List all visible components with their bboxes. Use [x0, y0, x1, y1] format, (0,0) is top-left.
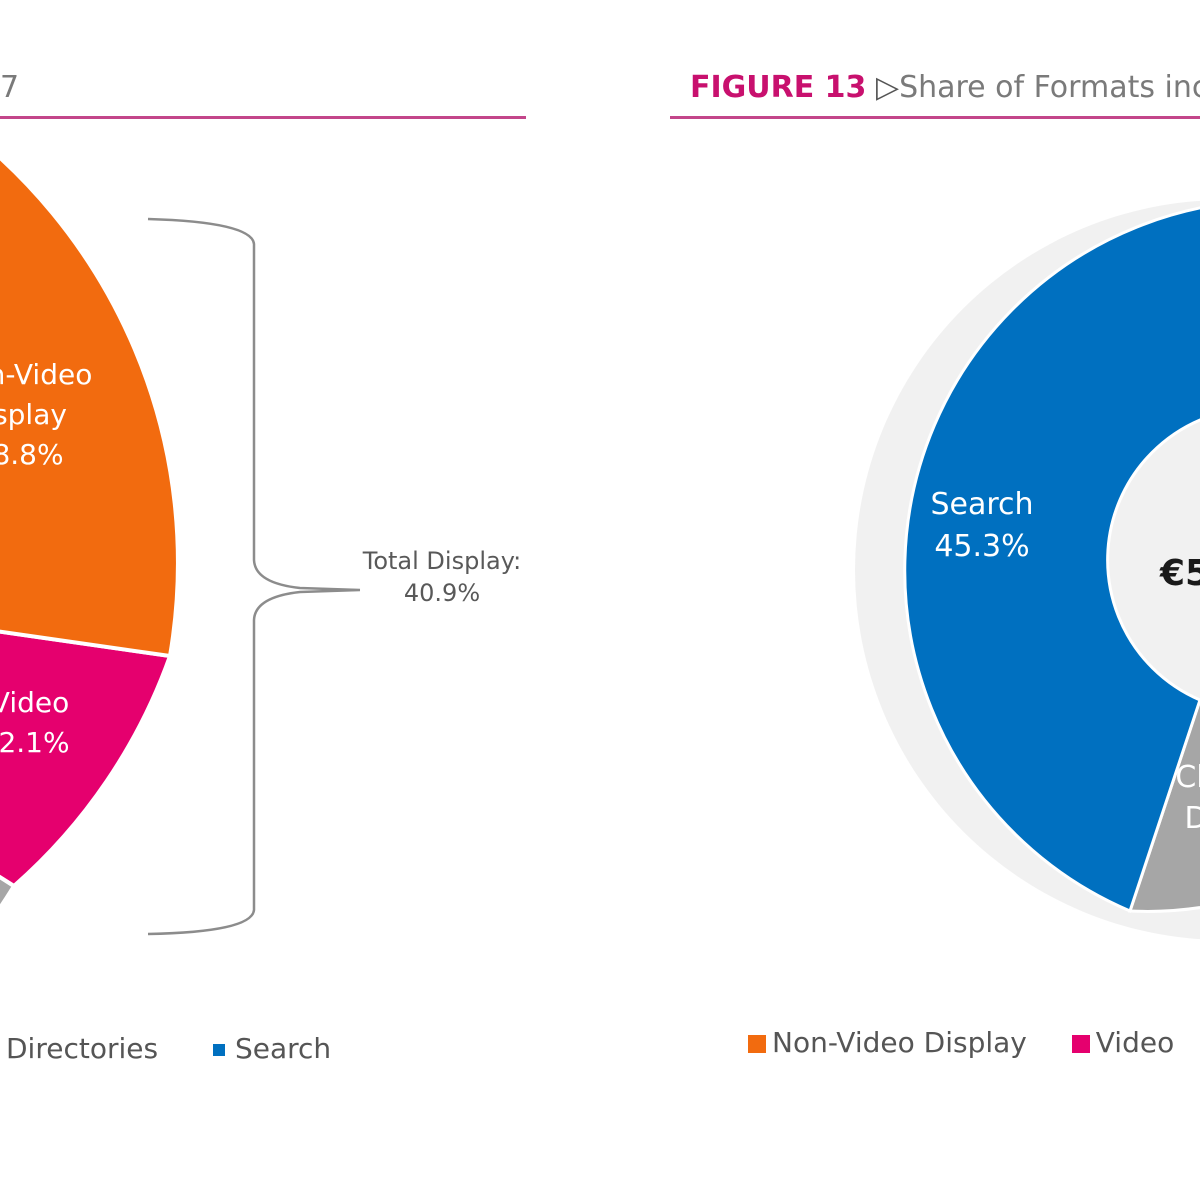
legend-label-directories: Directories — [6, 1032, 159, 1065]
slice-value-non-video: 8.8% — [0, 438, 64, 471]
right-donut-chart: Search 45.3% Cl D €5 — [855, 200, 1200, 940]
donut-center-total: €5 — [1159, 553, 1200, 594]
legend-item-directories: Directories — [6, 1032, 158, 1065]
slice-label-video: Video — [0, 686, 69, 719]
slice-label-non-video-line1: n-Video — [0, 358, 92, 391]
legend-item-video: Video — [1071, 1026, 1175, 1059]
pie-slice-video — [0, 629, 173, 889]
total-display-brace — [147, 217, 361, 936]
right-figure-header: FIGURE 13 ▷Share of Formats incl — [690, 70, 1200, 105]
figure-label: FIGURE 13 — [690, 70, 867, 105]
legend-swatch-non-video-display — [748, 1035, 766, 1053]
legend-swatch-video — [1071, 1035, 1090, 1053]
donut-label-classifieds-line1: Cl — [1175, 760, 1200, 795]
donut-label-search: Search — [930, 487, 1033, 522]
play-outline-icon: ▷ — [875, 70, 900, 105]
donut-value-search: 45.3% — [934, 529, 1029, 564]
legend-label-search: Search — [234, 1032, 332, 1065]
right-legend: Non-Video Display Video — [748, 1026, 1174, 1059]
legend-item-non-video-display: Non-Video Display — [748, 1026, 1027, 1059]
slice-value-video: 2.1% — [0, 726, 70, 759]
legend-swatch-search — [212, 1044, 225, 1056]
legend-label-video: Video — [1095, 1026, 1175, 1059]
figure-title: Share of Formats incl — [899, 70, 1200, 105]
left-pie-chart: n-Video splay 8.8% Video 2.1% Total Disp… — [0, 155, 521, 936]
left-header-rule — [0, 116, 526, 119]
right-header-rule — [670, 116, 1200, 119]
left-figure-header: 7 — [0, 70, 20, 105]
legend-label-non-video-display: Non-Video Display — [772, 1026, 1027, 1059]
slice-label-non-video-line2: splay — [0, 398, 67, 431]
legend-item-search: Search — [212, 1032, 332, 1065]
total-display-value: 40.9% — [404, 579, 480, 607]
total-display-label: Total Display: — [362, 547, 521, 575]
pie-slice-non-video-display — [0, 155, 180, 659]
donut-label-classifieds-line2: D — [1184, 801, 1200, 836]
donut-slice-search — [903, 206, 1200, 914]
left-legend: Directories Search — [6, 1032, 331, 1065]
